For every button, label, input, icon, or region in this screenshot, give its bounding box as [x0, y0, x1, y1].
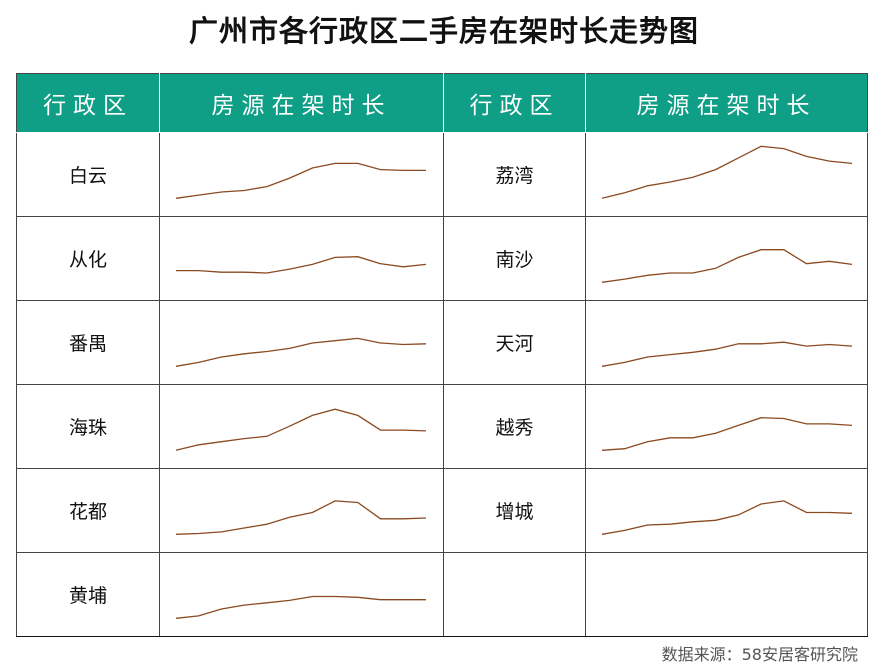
- trend-cell: [159, 300, 444, 385]
- district-name: 天河: [443, 300, 586, 385]
- district-name: 从化: [16, 216, 160, 301]
- district-name: 增城: [443, 468, 586, 553]
- table-row: 海珠 越秀: [16, 384, 868, 469]
- trend-cell: [159, 132, 444, 217]
- district-name: 海珠: [16, 384, 160, 469]
- header-district-left: 行政区: [16, 73, 160, 133]
- table-row: 从化 南沙: [16, 216, 868, 301]
- table-row: 白云 荔湾: [16, 132, 868, 217]
- series-line-白云: [175, 162, 426, 199]
- sparkline-黄埔: [175, 595, 426, 619]
- sparkline-海珠: [175, 408, 427, 451]
- series-line-花都: [175, 499, 427, 535]
- district-name: 荔湾: [443, 132, 586, 217]
- empty-cell: [585, 552, 868, 637]
- district-name: 黄埔: [16, 552, 160, 637]
- table-row: 黄埔: [16, 552, 868, 637]
- series-line-越秀: [601, 416, 853, 451]
- data-source-note: 数据来源：58安居客研究院: [661, 645, 858, 664]
- series-line-荔湾: [601, 145, 853, 199]
- series-line-黄埔: [175, 595, 426, 619]
- series-line-南沙: [601, 248, 853, 283]
- header-trend-right: 房源在架时长: [585, 73, 868, 133]
- sparkline-越秀: [601, 416, 853, 451]
- district-name: 南沙: [443, 216, 586, 301]
- sparkline-天河: [601, 341, 853, 367]
- sparkline-荔湾: [601, 145, 853, 199]
- sparkline-花都: [175, 499, 427, 535]
- series-line-从化: [176, 255, 427, 274]
- trend-cell: [159, 552, 444, 637]
- series-line-番禺: [175, 337, 427, 367]
- district-name: 番禺: [16, 300, 160, 385]
- trend-cell: [585, 468, 868, 553]
- trend-cell: [585, 300, 868, 385]
- district-name: 白云: [16, 132, 160, 217]
- sparkline-南沙: [601, 248, 853, 283]
- sparkline-增城: [601, 499, 853, 535]
- sparkline-从化: [176, 255, 427, 274]
- trend-cell: [159, 216, 444, 301]
- trend-cell: [585, 216, 868, 301]
- trend-cell: [159, 384, 444, 469]
- trend-cell: [159, 468, 444, 553]
- district-name: 花都: [16, 468, 160, 553]
- series-line-天河: [601, 341, 853, 367]
- header-district-right: 行政区: [443, 73, 586, 133]
- sparkline-白云: [175, 162, 426, 199]
- series-line-海珠: [175, 408, 427, 451]
- series-line-增城: [601, 499, 853, 535]
- sparkline-番禺: [175, 337, 427, 367]
- table-row: 花都 增城: [16, 468, 868, 553]
- table-header-row: 行政区 房源在架时长 行政区 房源在架时长: [16, 73, 868, 133]
- trend-cell: [585, 384, 868, 469]
- table-row: 番禺 天河: [16, 300, 868, 385]
- district-name: 越秀: [443, 384, 586, 469]
- header-trend-left: 房源在架时长: [159, 73, 444, 133]
- empty-cell: [443, 552, 586, 637]
- trend-table: 行政区 房源在架时长 行政区 房源在架时长 白云 荔湾 从化 南沙 番禺 天河 海珠 越秀 花都…: [16, 73, 868, 637]
- chart-title: 广州市各行政区二手房在架时长走势图: [188, 14, 699, 48]
- trend-cell: [585, 132, 868, 217]
